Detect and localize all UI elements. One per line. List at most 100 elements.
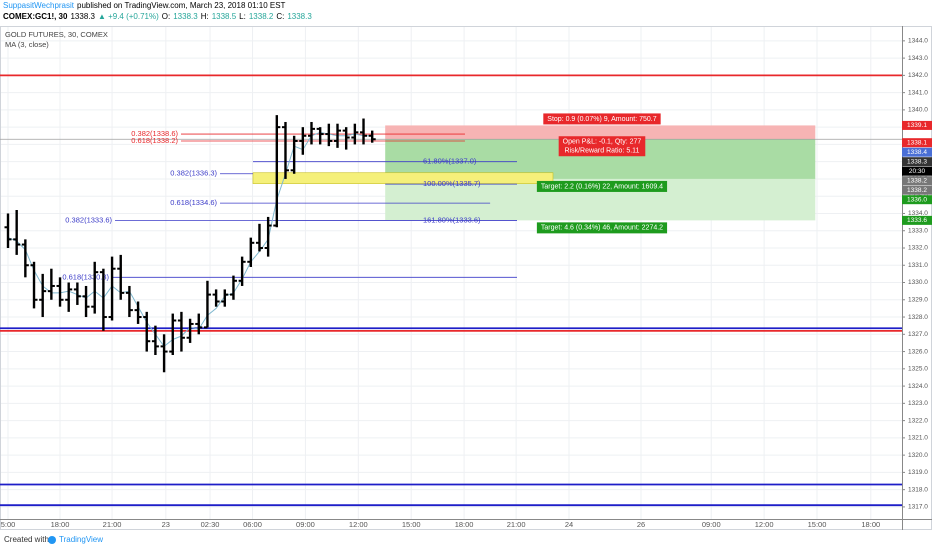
position-label: Open P&L: -0.1, Qty: 277 Risk/Reward Rati… [558, 136, 646, 157]
ohlc-bar [108, 256, 116, 321]
fib-label: 0.618(1334.6) [170, 198, 217, 207]
price-badge-label: 1338.1 [907, 139, 927, 146]
price-badge [902, 147, 932, 157]
y-tick-label: 1344.0 [908, 38, 928, 45]
price-badge [902, 157, 932, 167]
ohlc-bar [186, 318, 194, 343]
ohlc-bar [4, 213, 12, 248]
grid [0, 26, 902, 519]
quote-part: 1338.3 [173, 12, 198, 21]
y-tick-label: 1323.0 [908, 400, 928, 407]
label-text: Open P&L: -0.1, Qty: 277 [563, 139, 642, 146]
x-tick-label: 12:00 [349, 520, 368, 529]
y-tick-label: 1343.0 [908, 55, 928, 62]
ohlc-bar [82, 285, 90, 318]
fib-label: 0.382(1338.6) [131, 129, 178, 138]
y-tick-label: 1328.0 [908, 314, 928, 321]
y-tick-label: 1330.0 [908, 279, 928, 286]
position-label: Target: 4.6 (0.34%) 46, Amount: 2274.2 [536, 222, 668, 234]
footer-brand[interactable]: TradingView [59, 535, 103, 544]
x-tick-label: 18:00 [51, 520, 70, 529]
ohlc-bar [56, 277, 64, 307]
price-badge [902, 176, 932, 186]
label-text: Risk/Reward Ratio: 5.11 [564, 148, 639, 155]
brand-icon [48, 536, 56, 544]
quote-part: 1338.3 [70, 12, 95, 21]
ma-line [7, 131, 373, 348]
ohlc-bar [247, 237, 255, 267]
quote-line: COMEX:GC1!, 30 1338.3 ▲ +9.4 (+0.71%) O: 133… [3, 12, 315, 21]
price-badge [902, 215, 932, 225]
x-tick-label: 09:00 [702, 520, 721, 529]
quote-part: L: [239, 12, 246, 21]
price-badge-label: 1333.6 [907, 217, 927, 224]
ohlc-bar [273, 115, 281, 228]
ma-legend: MA (3, close) [5, 40, 49, 49]
ohlc-bar [203, 280, 211, 329]
ohlc-bar [368, 130, 376, 143]
x-tick-label: 12:00 [755, 520, 774, 529]
fib-label: 0.618(1330.3) [62, 272, 109, 281]
y-tick-label: 1317.0 [908, 504, 928, 511]
x-tick-label: 21:00 [103, 520, 122, 529]
x-tick-label: 15:00 [808, 520, 827, 529]
fib-label: 0.382(1336.3) [170, 169, 217, 178]
price-badge-label: 1338.2 [907, 187, 927, 194]
ohlc-bar [13, 210, 21, 255]
x-tick-label: 5:00 [1, 520, 16, 529]
x-tick-label: 02:30 [201, 520, 220, 529]
y-tick-label: 1326.0 [908, 348, 928, 355]
y-tick-label: 1322.0 [908, 417, 928, 424]
stop-zone [385, 125, 816, 140]
y-tick-label: 1320.0 [908, 452, 928, 459]
ohlc-bar [21, 239, 29, 278]
x-tick-label: 09:00 [296, 520, 315, 529]
quote-part: 1338.2 [248, 12, 274, 21]
ohlc-bar [307, 121, 315, 145]
price-badge-label: 1338.4 [907, 149, 927, 156]
x-tick-label: 06:00 [243, 520, 262, 529]
price-badge-label: 1336.0 [907, 196, 927, 203]
ohlc-bar [169, 313, 177, 356]
footer-created: Created with [4, 535, 49, 544]
y-tick-label: 1319.0 [908, 469, 928, 476]
x-tick-label: 18:00 [861, 520, 880, 529]
ohlc-bar [351, 123, 359, 145]
y-tick-label: 1331.0 [908, 262, 928, 269]
y-tick-label: 1334.0 [908, 210, 928, 217]
label-text: Target: 4.6 (0.34%) 46, Amount: 2274.2 [541, 225, 663, 232]
author[interactable]: SuppasitWechprasit [3, 1, 74, 10]
ohlc-bar [264, 216, 272, 257]
ohlc-bar [47, 268, 55, 300]
price-badge-label: 1339.1 [907, 122, 927, 129]
y-tick-label: 1329.0 [908, 296, 928, 303]
y-tick-label: 1341.0 [908, 89, 928, 96]
ohlc-bar [360, 118, 368, 145]
ohlc-bar [316, 127, 324, 145]
quote-part: ▲ +9.4 (+0.71%) [97, 12, 159, 21]
price-badge [902, 138, 932, 148]
price-badge [902, 120, 932, 130]
instrument-title: GOLD FUTURES, 30, COMEX [5, 30, 108, 39]
position-label: Target: 2.2 (0.16%) 22, Amount: 1609.4 [536, 180, 668, 192]
ohlc-bar [177, 311, 185, 352]
y-tick-label: 1333.0 [908, 227, 928, 234]
y-tick-label: 1318.0 [908, 486, 928, 493]
label-box [558, 136, 646, 157]
fib-label: 0.382(1333.6) [65, 215, 112, 224]
price-badge-label: 1338.3 [907, 158, 927, 165]
quote-part: 1338.3 [287, 12, 312, 21]
fib-label: 161.80%(1333.6) [423, 215, 481, 224]
ohlc-bar [65, 282, 73, 312]
published: published on TradingView.com, March 23, … [77, 1, 286, 10]
fib-label: 61.80%(1337.0) [423, 157, 477, 166]
ohlc-bar [229, 275, 237, 300]
footer: Created with TradingView [4, 535, 103, 544]
ohlc-bar [299, 127, 307, 155]
quote-part: 1338.5 [211, 12, 237, 21]
chart-frame [0, 26, 932, 530]
ohlc-bar [221, 289, 229, 307]
ohlc-bar [160, 334, 168, 373]
price-badge [902, 195, 932, 205]
